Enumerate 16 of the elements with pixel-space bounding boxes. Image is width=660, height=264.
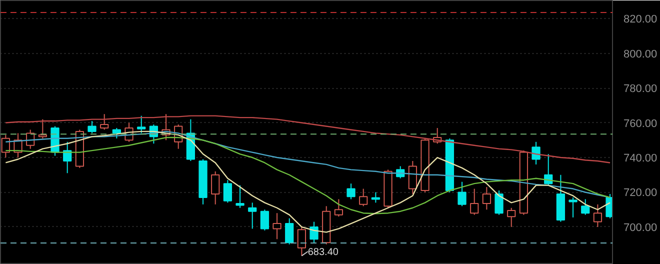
candlestick [359,188,368,207]
annotation: 683.40 [308,246,339,258]
y-tick-label: 740.00 [624,152,658,165]
candlestick [272,212,282,240]
candlestick [248,202,257,230]
y-tick-label: 800.00 [624,48,658,60]
y-tick-label: 780.00 [624,83,658,96]
y-tick-label: 820.00 [624,14,658,26]
line-series [5,115,611,164]
y-tick-label: 720.00 [624,187,658,200]
candlestick [458,181,466,207]
candlestick [482,186,492,210]
candlestick [346,183,356,200]
candlestick [470,188,479,216]
y-tick-label: 700.00 [624,222,658,234]
y-tick-label: 760.00 [624,118,658,130]
